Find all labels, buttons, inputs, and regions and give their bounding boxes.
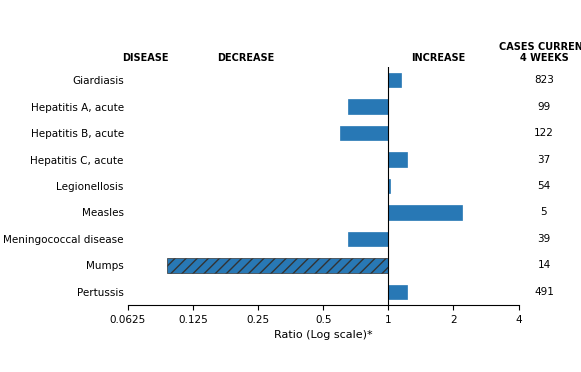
Bar (388, 179, 390, 193)
Text: 54: 54 (537, 181, 551, 191)
Bar (348, 99, 388, 114)
Text: 37: 37 (537, 154, 551, 164)
Text: 122: 122 (534, 128, 554, 138)
X-axis label: Ratio (Log scale)*: Ratio (Log scale)* (274, 330, 372, 340)
Text: 491: 491 (534, 287, 554, 297)
Bar (388, 73, 401, 87)
Text: 39: 39 (537, 234, 551, 244)
Bar (388, 152, 407, 167)
Bar (167, 258, 388, 273)
Bar (348, 232, 388, 246)
Text: 823: 823 (534, 75, 554, 85)
Text: DISEASE: DISEASE (122, 53, 168, 63)
Text: 14: 14 (537, 260, 551, 270)
Text: INCREASE: INCREASE (411, 53, 465, 63)
Text: 5: 5 (541, 208, 547, 218)
Bar (388, 205, 462, 220)
Text: DECREASE: DECREASE (217, 53, 275, 63)
Bar (340, 126, 388, 140)
Legend: Beyond historical limits: Beyond historical limits (241, 371, 406, 372)
Text: CASES CURRENT
4 WEEKS: CASES CURRENT 4 WEEKS (498, 42, 581, 63)
Bar (388, 285, 407, 299)
Text: 99: 99 (537, 102, 551, 112)
